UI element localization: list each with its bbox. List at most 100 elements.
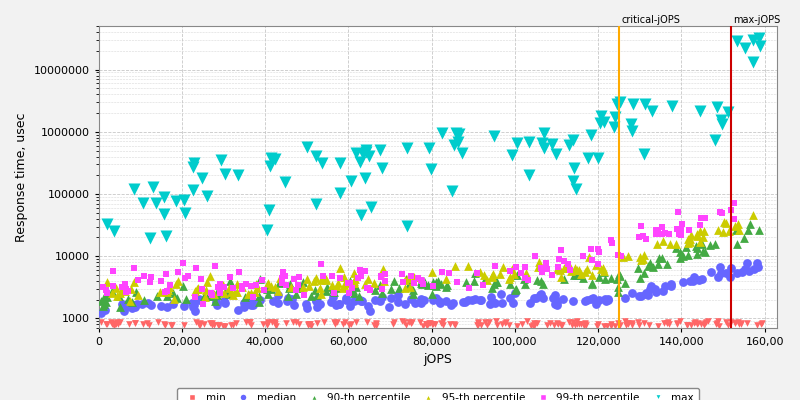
Point [129, 320, 142, 326]
Point [344, 278, 357, 284]
Point [674, 249, 686, 256]
Point [697, 234, 710, 240]
Point [266, 319, 279, 325]
Point [551, 264, 564, 270]
Point [150, 200, 162, 206]
Point [354, 298, 367, 304]
Point [713, 322, 726, 329]
Point [575, 271, 588, 278]
Point [426, 321, 439, 327]
Point [290, 286, 302, 293]
Point [639, 290, 652, 296]
Point [290, 291, 302, 298]
Point [211, 302, 224, 308]
Point [632, 292, 645, 299]
Point [310, 320, 323, 326]
Point [118, 308, 131, 314]
Point [260, 322, 273, 328]
Point [632, 322, 645, 329]
Point [218, 170, 231, 177]
Point [406, 319, 418, 325]
Point [689, 318, 702, 325]
Point [333, 160, 346, 166]
Point [578, 320, 591, 326]
Point [524, 300, 537, 306]
Point [494, 271, 506, 277]
Point [245, 282, 258, 289]
Point [698, 228, 710, 234]
Point [666, 103, 678, 110]
Point [398, 277, 411, 284]
Point [162, 284, 175, 290]
Point [586, 257, 598, 263]
Point [435, 320, 448, 326]
Point [326, 282, 339, 288]
Point [638, 101, 651, 107]
Point [239, 281, 252, 287]
Point [679, 244, 692, 250]
Point [193, 296, 206, 302]
Point [590, 322, 603, 329]
Point [426, 279, 439, 286]
Point [122, 296, 134, 302]
Point [308, 278, 321, 284]
Point [101, 294, 114, 300]
Point [656, 224, 669, 230]
Point [98, 300, 110, 307]
Point [435, 281, 448, 288]
Point [642, 262, 654, 269]
Point [130, 288, 142, 295]
Point [724, 274, 737, 280]
Point [604, 275, 617, 281]
Point [212, 284, 225, 290]
Point [161, 293, 174, 300]
Point [590, 301, 602, 308]
Point [314, 261, 327, 268]
Point [364, 287, 377, 294]
Point [663, 241, 676, 248]
Point [618, 318, 631, 324]
Point [414, 300, 427, 306]
Point [94, 319, 107, 325]
Point [753, 35, 766, 41]
Point [550, 151, 562, 157]
Point [238, 300, 250, 306]
Point [218, 290, 230, 296]
Point [468, 278, 481, 284]
Point [710, 104, 723, 111]
Point [401, 145, 414, 152]
Point [618, 280, 631, 286]
Point [261, 282, 274, 288]
Point [374, 298, 387, 304]
Point [728, 200, 741, 206]
Point [361, 285, 374, 292]
Point [329, 321, 342, 327]
Point [186, 187, 199, 194]
X-axis label: jOPS: jOPS [423, 352, 452, 366]
Point [116, 286, 129, 293]
Point [614, 322, 626, 328]
Point [753, 227, 766, 234]
Point [375, 290, 388, 296]
Point [278, 273, 291, 280]
Point [566, 298, 579, 304]
Point [536, 268, 549, 275]
Point [649, 286, 662, 292]
Point [159, 289, 172, 295]
Point [304, 322, 317, 329]
Point [747, 59, 760, 65]
Point [162, 286, 174, 293]
Point [403, 319, 416, 325]
Point [158, 321, 170, 327]
Point [392, 292, 405, 298]
Point [459, 279, 472, 285]
Point [233, 269, 246, 275]
Point [209, 263, 222, 269]
Point [694, 108, 706, 114]
Point [712, 274, 725, 280]
Point [725, 319, 738, 325]
Point [305, 292, 318, 299]
Point [386, 321, 399, 327]
Point [218, 284, 230, 290]
Point [193, 322, 206, 328]
